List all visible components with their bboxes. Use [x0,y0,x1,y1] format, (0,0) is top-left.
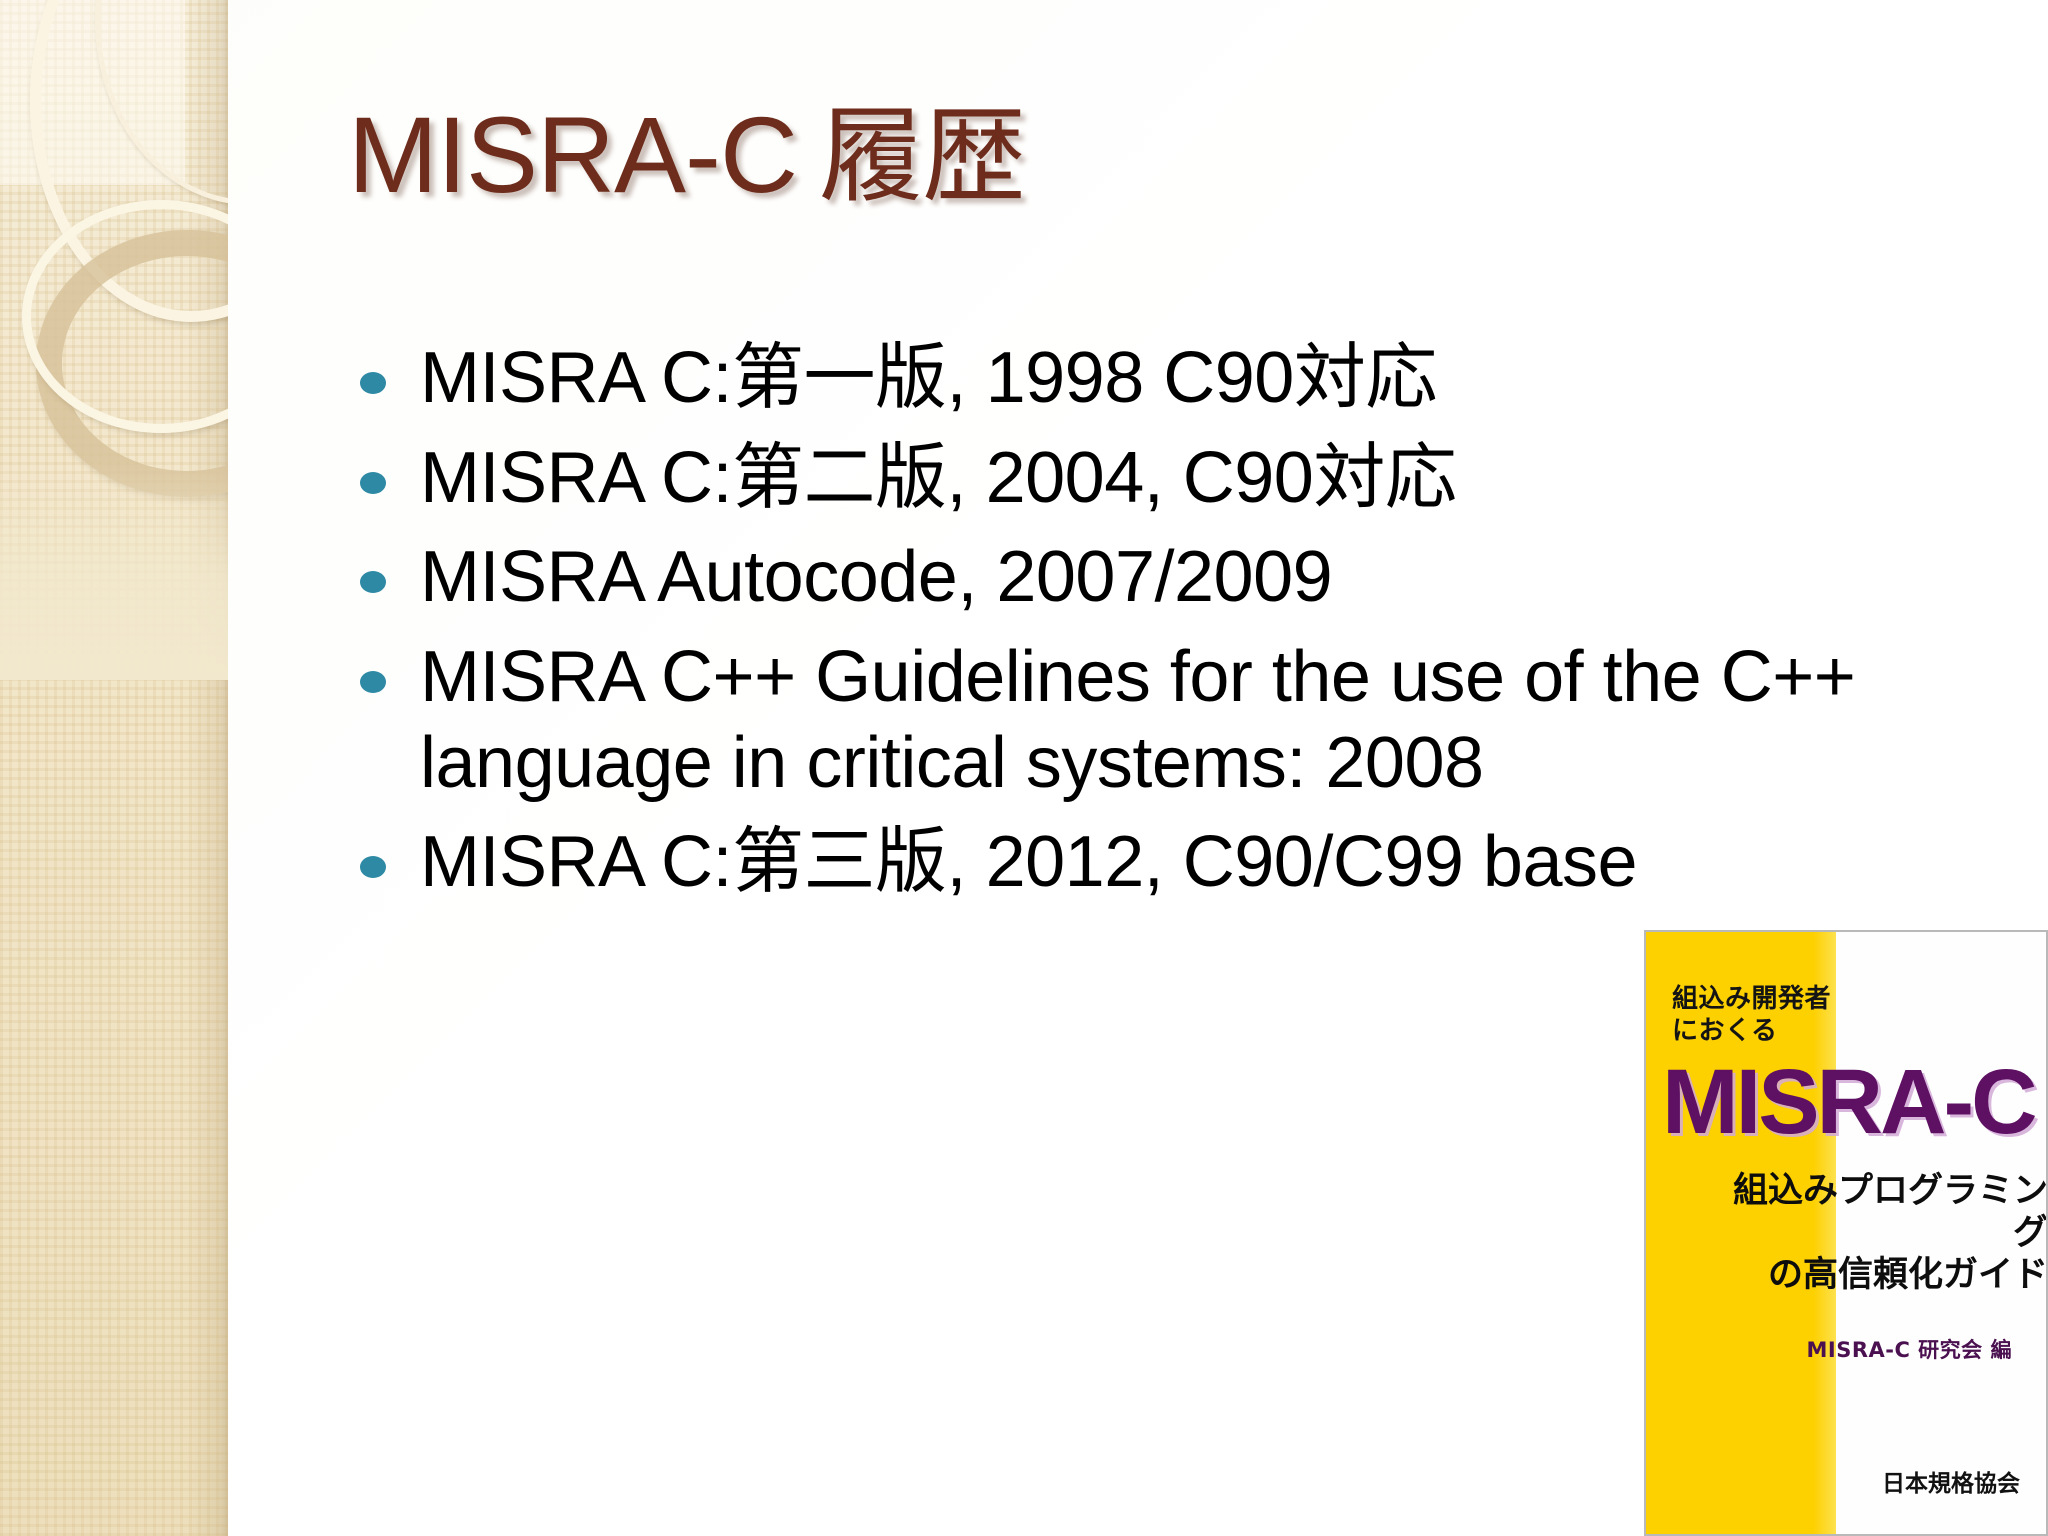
slide-title-japanese: 履歴 [819,100,1026,215]
sidebar-gradient-fade [0,460,228,680]
book-cover-editor: MISRA-C 研究会 編 [1806,1338,2012,1362]
list-item: MISRA Autocode, 2007/2009 [360,535,1970,621]
book-cover-subtitle-line2: の高信頼化ガイド [1767,1255,2048,1295]
list-item: MISRA C++ Guidelines for the use of the … [360,635,1970,806]
sidebar-decoration [0,0,228,1536]
book-cover-tagline-line2: におくる [1672,1015,1778,1046]
bullet-list: MISRA C:第一版, 1998 C90対応 MISRA C:第二版, 200… [360,336,1970,920]
book-cover-tagline: 組込み開発者 におくる [1672,984,1831,1047]
decorative-ring-lower-icon [22,200,228,433]
slide-title-latin: MISRA-C [348,94,798,215]
book-cover-subtitle-line1: 組込みプログラミング [1732,1171,2048,1253]
book-cover-image: 組込み開発者 におくる MISRA-C 組込みプログラミング の高信頼化ガイド … [1644,930,2048,1536]
bullet-dot-icon [360,571,386,594]
list-item: MISRA C:第一版, 1998 C90対応 [360,336,1970,422]
list-item: MISRA C:第二版, 2004, C90対応 [360,436,1970,522]
list-item-label: MISRA C:第二版, 2004, C90対応 [420,437,1457,518]
book-cover-subtitle: 組込みプログラミング の高信頼化ガイド [1718,1170,2048,1296]
book-cover-brand: MISRA-C [1662,1051,2038,1153]
book-cover-tagline-line1: 組込み開発者 [1672,984,1832,1014]
bullet-dot-icon [360,856,386,879]
list-item-label: MISRA C:第一版, 1998 C90対応 [420,338,1437,418]
bullet-dot-icon [360,471,386,494]
book-cover-publisher: 日本規格協会 [1882,1471,2020,1497]
bullet-dot-icon [360,671,386,694]
list-item: MISRA C:第三版, 2012, C90/C99 base [360,820,1970,906]
book-cover-white-panel [1836,932,2046,1534]
list-item-label: MISRA C++ Guidelines for the use of the … [420,637,1856,803]
bullet-dot-icon [360,372,386,394]
list-item-label: MISRA Autocode, 2007/2009 [420,537,1333,618]
book-cover-yellow-panel [1646,932,1836,1534]
slide-title: MISRA-C 履歴 [348,98,1026,215]
list-item-label: MISRA C:第三版, 2012, C90/C99 base [420,822,1638,903]
